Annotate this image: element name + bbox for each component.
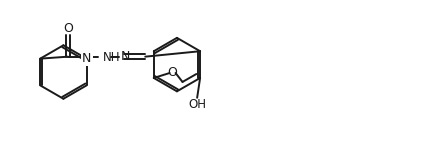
Text: N: N (82, 52, 91, 65)
Text: O: O (168, 66, 178, 79)
Text: OH: OH (188, 98, 206, 111)
Text: O: O (63, 22, 73, 35)
Text: NH: NH (103, 51, 120, 64)
Text: N: N (121, 50, 130, 63)
